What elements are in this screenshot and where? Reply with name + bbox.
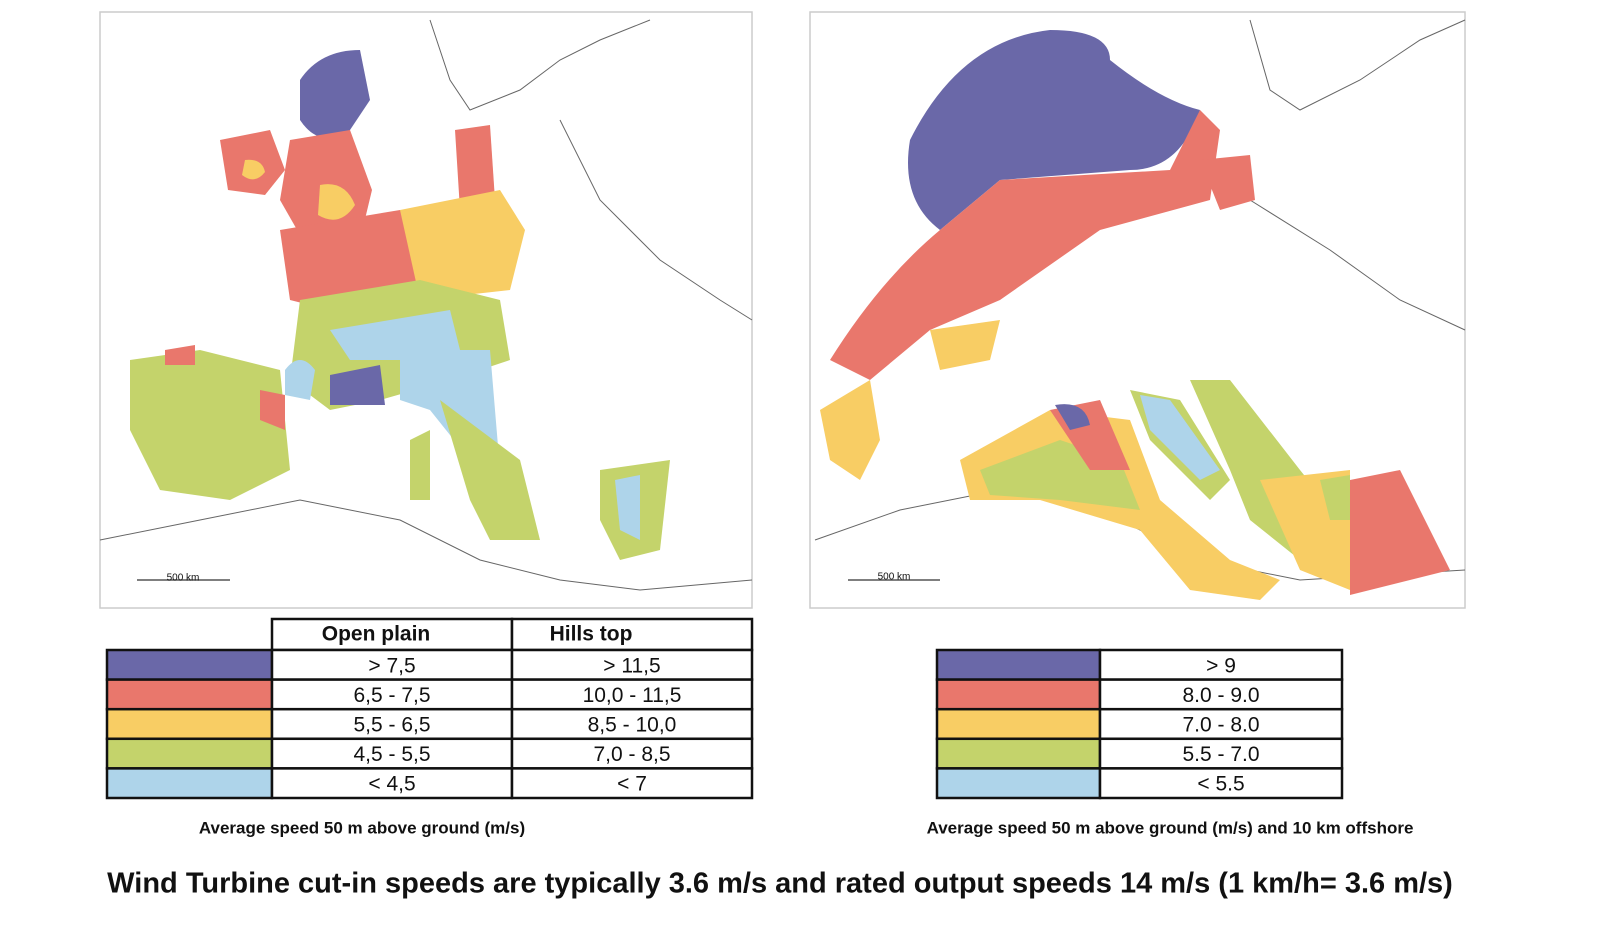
legend-swatch: [935, 707, 1102, 741]
legend-value: < 4,5: [368, 773, 415, 796]
legend-cell: [270, 678, 514, 711]
legend-value: < 7: [617, 773, 647, 796]
header-cell: [270, 617, 514, 652]
scale-label: 500 km: [167, 573, 200, 584]
legends: Open plain Hills top > 7,5 > 11,5 6,5 - 7,5 1…: [105, 617, 1344, 800]
legend-value: < 5.5: [1197, 773, 1244, 796]
wind-map-open-plain: 500 km: [99, 11, 753, 609]
legend-value: 5,5 - 6,5: [353, 714, 430, 737]
legend-value: 4,5 - 5,5: [353, 743, 430, 766]
legend-cell: [1098, 737, 1344, 770]
caption: Average speed 50 m above ground (m/s) an…: [927, 818, 1414, 837]
legend-value: 7,0 - 8,5: [593, 743, 670, 766]
legend-cell: [510, 648, 754, 681]
legend-swatch: [105, 707, 274, 741]
legend-cell: [1098, 767, 1344, 800]
legend-value: 6,5 - 7,5: [353, 684, 430, 707]
legend-swatch: [105, 678, 274, 711]
legend-value: > 9: [1206, 654, 1236, 677]
wind-map-offshore: 500 km: [809, 11, 1466, 609]
legend-value: > 7,5: [368, 654, 415, 677]
legend-cell: [510, 767, 754, 800]
legend-value: 5.5 - 7.0: [1182, 743, 1259, 766]
header-cell: [510, 617, 754, 652]
legend-swatch: [105, 737, 274, 770]
header-text: Hills top: [550, 623, 633, 646]
legend-value: 8.0 - 9.0: [1182, 684, 1259, 707]
header-text: Open plain: [322, 623, 431, 646]
legend-swatch: [105, 648, 274, 681]
scale-label: 500 km: [878, 572, 911, 583]
legend-swatch: [935, 648, 1102, 681]
legend-swatch: [935, 737, 1102, 770]
legend-swatch: [935, 767, 1102, 800]
legend-value: 7.0 - 8.0: [1182, 714, 1259, 737]
legend-cell: [1098, 648, 1344, 681]
legend-cell: [1098, 707, 1344, 741]
legend-value: 8,5 - 10,0: [588, 714, 677, 737]
caption: Average speed 50 m above ground (m/s): [199, 818, 525, 837]
footer-note: Wind Turbine cut-in speeds are typically…: [107, 868, 1453, 900]
legend-swatch: [935, 678, 1102, 711]
legend-value: 10,0 - 11,5: [583, 684, 682, 707]
legend-swatch: [105, 767, 274, 800]
legend-value: > 11,5: [603, 654, 660, 677]
